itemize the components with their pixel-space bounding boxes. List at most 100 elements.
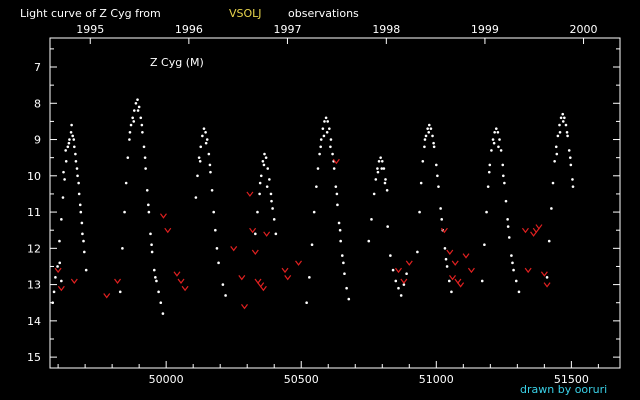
y-tick-label: 8 <box>34 97 41 110</box>
visual-point <box>58 239 61 243</box>
fainter-than-point <box>241 303 248 310</box>
data-points <box>51 98 575 315</box>
visual-point <box>128 130 132 134</box>
visual-point <box>329 145 332 149</box>
visual-point <box>73 145 76 149</box>
visual-point <box>323 120 326 123</box>
fainter-than-point <box>446 249 454 255</box>
visual-point <box>79 210 83 214</box>
fainter-than-point <box>524 267 532 274</box>
visual-point <box>445 265 449 268</box>
visual-point <box>54 276 57 279</box>
visual-point <box>271 207 274 210</box>
fainter-than-point <box>164 227 172 234</box>
fainter-than-point <box>332 158 340 165</box>
visual-point <box>62 170 65 174</box>
visual-point <box>80 221 84 225</box>
visual-point <box>264 156 268 159</box>
visual-point <box>506 225 510 228</box>
fainter-than-point <box>57 285 65 292</box>
visual-point <box>334 185 338 188</box>
visual-point <box>564 123 568 127</box>
fainter-than-point <box>54 267 62 274</box>
visual-point <box>150 243 153 247</box>
year-tick-label: 1999 <box>471 23 499 36</box>
visual-point <box>376 167 379 170</box>
visual-point <box>394 279 398 283</box>
fainter-than-point <box>451 260 459 266</box>
visual-point <box>322 134 326 138</box>
visual-point <box>68 138 71 141</box>
visual-point <box>380 159 384 163</box>
fainter-than-point <box>284 274 292 281</box>
visual-point <box>142 145 146 149</box>
visual-point <box>512 268 515 272</box>
visual-point <box>72 138 76 141</box>
visual-point <box>507 236 511 239</box>
visual-point <box>84 268 88 272</box>
visual-point <box>501 174 505 178</box>
visual-point <box>555 152 559 156</box>
visual-point <box>154 276 157 279</box>
visual-point <box>71 134 74 138</box>
visual-point <box>561 112 565 116</box>
visual-point <box>569 163 573 167</box>
visual-point <box>345 286 348 290</box>
visual-point <box>310 243 314 247</box>
visual-point <box>207 152 211 156</box>
visual-point <box>336 203 339 207</box>
visual-point <box>210 189 214 192</box>
visual-point <box>382 167 386 170</box>
fainter-than-point <box>281 267 289 274</box>
visual-point <box>444 257 448 261</box>
visual-point <box>561 120 565 123</box>
visual-point <box>326 120 330 123</box>
visual-point <box>367 239 371 243</box>
year-tick-label: 2000 <box>570 23 598 36</box>
visual-point <box>553 159 556 163</box>
fainter-than-point <box>114 278 122 284</box>
visual-point <box>274 232 278 236</box>
visual-point <box>379 156 382 159</box>
visual-point <box>147 203 150 207</box>
visual-point <box>383 181 387 185</box>
visual-point <box>329 138 333 141</box>
visual-point <box>129 123 133 127</box>
visual-point <box>152 268 156 272</box>
visual-point <box>447 279 451 283</box>
visual-point <box>134 101 138 105</box>
visual-point <box>397 286 400 290</box>
fainter-than-point <box>449 274 456 281</box>
visual-point <box>554 145 558 149</box>
visual-point <box>258 181 262 185</box>
fainter-than-point <box>159 213 167 219</box>
y-tick-label: 15 <box>27 351 41 364</box>
visual-point <box>256 210 259 214</box>
fainter-than-point <box>257 282 265 288</box>
visual-point <box>78 203 82 207</box>
visual-point <box>399 294 403 297</box>
visual-point <box>443 247 447 250</box>
visual-point <box>416 250 419 254</box>
visual-point <box>263 152 266 156</box>
visual-point <box>347 297 351 301</box>
visual-point <box>70 123 73 127</box>
visual-point <box>335 192 339 196</box>
y-tick-label: 7 <box>34 61 41 74</box>
visual-point <box>66 145 70 149</box>
visual-point <box>269 192 273 196</box>
x-tick-label: 50500 <box>284 373 319 386</box>
visual-point <box>75 167 79 170</box>
visual-point <box>212 210 216 214</box>
plot-frame <box>49 37 621 369</box>
visual-point <box>494 127 498 130</box>
visual-point <box>69 130 73 134</box>
visual-point <box>140 123 144 127</box>
visual-point <box>491 138 495 141</box>
visual-point <box>316 167 320 170</box>
visual-point <box>136 98 139 101</box>
visual-point <box>493 130 496 134</box>
visual-point <box>318 152 321 156</box>
visual-point <box>571 185 575 188</box>
visual-point <box>215 247 219 250</box>
